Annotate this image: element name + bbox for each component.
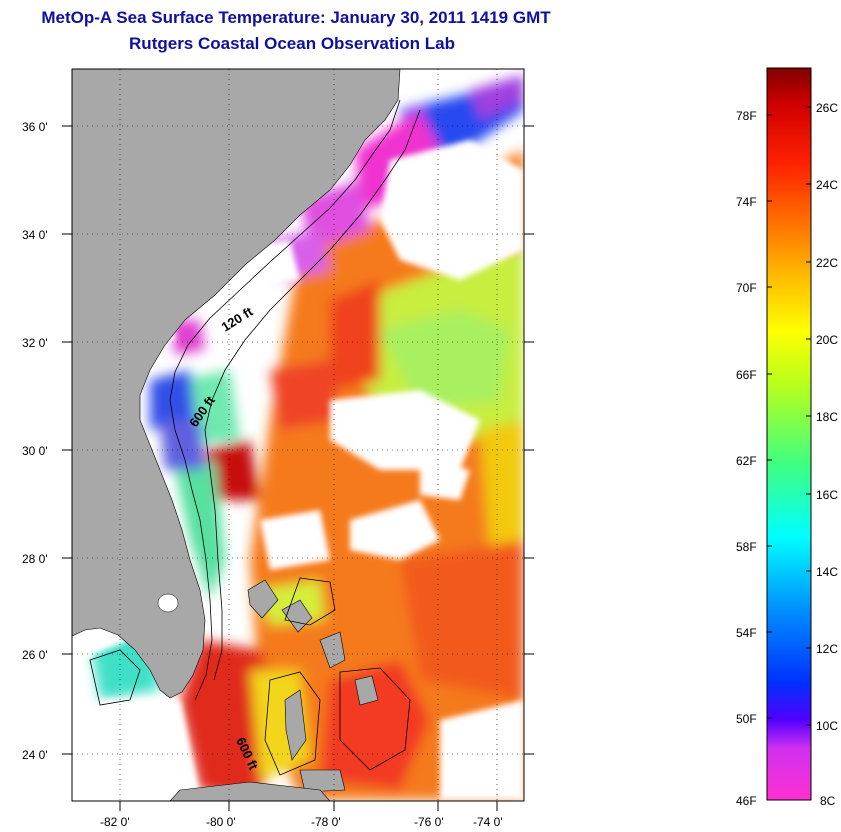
map-subtitle: Rutgers Coastal Ocean Observation Lab xyxy=(129,34,455,53)
colorbar: 78F 74F 70F 66F 62F 58F 54F 50F 46F 26C … xyxy=(736,67,838,808)
lat-label-32: 32 0' xyxy=(22,336,48,350)
lon-label-80: -80 0' xyxy=(206,815,236,829)
colorbar-f-label-66: 66F xyxy=(736,368,757,382)
colorbar-c-label-22: 22C xyxy=(816,256,838,270)
colorbar-f-ticks xyxy=(767,114,772,719)
map-frame xyxy=(71,68,525,802)
bahamas-land xyxy=(247,579,379,793)
colorbar-c-label-26: 26C xyxy=(816,101,838,115)
colorbar-f-label-70: 70F xyxy=(736,281,757,295)
cuba-land xyxy=(169,781,331,801)
land-mass xyxy=(72,69,401,699)
colorbar-c-ticks xyxy=(806,106,811,726)
colorbar-c-label-14: 14C xyxy=(816,565,838,579)
lon-label-78: -78 0' xyxy=(311,815,341,829)
colorbar-gradient xyxy=(766,67,812,801)
colorbar-f-label-54: 54F xyxy=(736,626,757,640)
colorbar-f-label-58: 58F xyxy=(736,540,757,554)
colorbar-c-label-8: 8C xyxy=(820,794,836,808)
map-grid xyxy=(72,69,524,801)
map-title: MetOp-A Sea Surface Temperature: January… xyxy=(41,8,551,27)
lat-label-26: 26 0' xyxy=(22,648,48,662)
colorbar-c-label-16: 16C xyxy=(816,488,838,502)
lat-label-36: 36 0' xyxy=(22,120,48,134)
colorbar-c-label-10: 10C xyxy=(816,719,838,733)
lon-label-74: -74 0' xyxy=(473,815,503,829)
colorbar-f-label-78: 78F xyxy=(736,109,757,123)
colorbar-f-label-62: 62F xyxy=(736,454,757,468)
lat-label-34: 34 0' xyxy=(22,228,48,242)
lat-label-30: 30 0' xyxy=(22,444,48,458)
colorbar-f-label-46: 46F xyxy=(736,794,757,808)
lon-label-82: -82 0' xyxy=(100,815,130,829)
map-ticks xyxy=(62,125,534,811)
lon-label-76: -76 0' xyxy=(414,815,444,829)
sst-map: 120 ft 600 ft 600 ft 36 0' 34 0' 32 0' 3… xyxy=(22,68,534,829)
colorbar-f-label-50: 50F xyxy=(736,712,757,726)
colorbar-c-label-18: 18C xyxy=(816,410,838,424)
bathymetry-contours xyxy=(89,99,421,776)
colorbar-c-label-20: 20C xyxy=(816,333,838,347)
colorbar-c-label-24: 24C xyxy=(816,178,838,192)
lat-label-28: 28 0' xyxy=(22,552,48,566)
colorbar-f-label-74: 74F xyxy=(736,195,757,209)
lat-label-24: 24 0' xyxy=(22,748,48,762)
colorbar-c-label-12: 12C xyxy=(816,642,838,656)
lake xyxy=(157,593,179,613)
